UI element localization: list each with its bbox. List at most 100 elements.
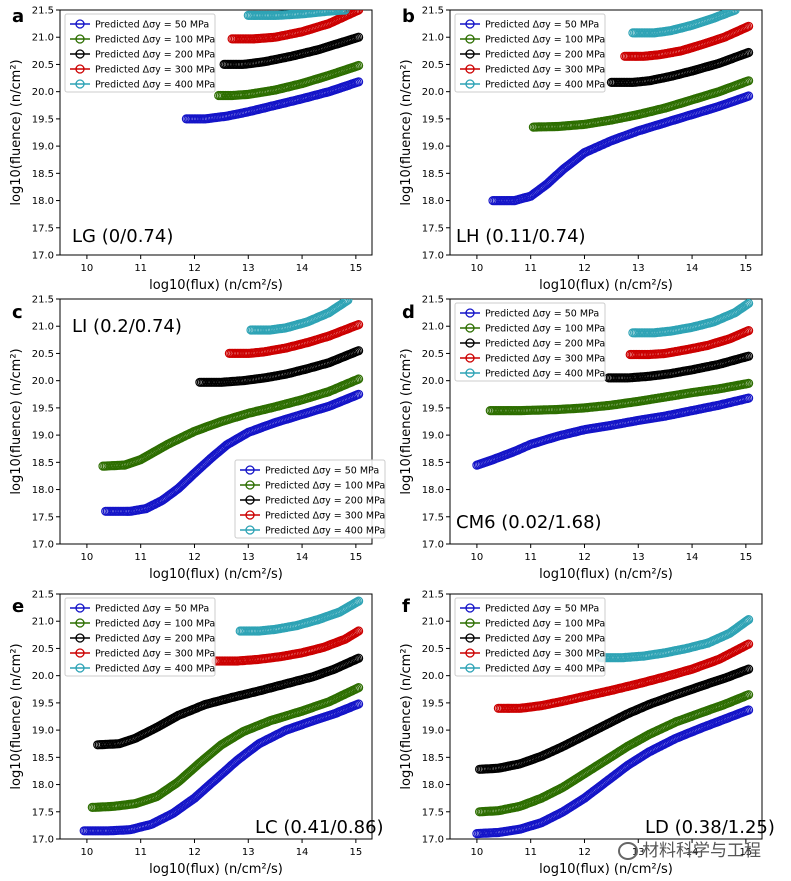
data-point [743, 393, 754, 403]
legend-marker [465, 19, 475, 29]
data-point [741, 300, 751, 310]
legend: Predicted Δσy = 50 MPa Predicted Δσy = 10… [64, 597, 216, 677]
x-tick-label: 13 [632, 552, 645, 563]
y-tick-label: 17.5 [32, 807, 54, 818]
series-2 [214, 60, 364, 101]
y-tick-label: 20.0 [422, 376, 444, 387]
series-4 [224, 320, 364, 358]
y-tick-label: 19.0 [32, 431, 54, 442]
data-point [725, 10, 736, 17]
panel-c: 10 11 12 13 14 15 17.0 17.5 18.0 18.5 19.0 19.5 20.0… [9, 295, 386, 582]
data-point [349, 10, 359, 17]
y-axis-label: log10(fluence) (n/cm²) [399, 59, 414, 205]
series-1 [488, 91, 754, 206]
y-tick-label: 21.0 [32, 617, 54, 628]
y-axis-label: log10(fluence) (n/cm²) [399, 643, 414, 789]
x-tick-label: 14 [296, 847, 309, 858]
plot-area [472, 614, 754, 839]
legend-marker [465, 648, 475, 658]
series-1 [472, 393, 754, 470]
y-tick-label: 17.0 [422, 251, 444, 262]
y-tick-label: 18.5 [32, 753, 54, 764]
y-tick-label: 19.0 [422, 431, 444, 442]
legend-box [454, 13, 606, 93]
y-tick-label: 18.5 [422, 753, 444, 764]
y-tick-label: 18.5 [32, 458, 54, 469]
data-point [351, 628, 361, 638]
y-tick-label: 20.0 [32, 671, 54, 682]
y-tick-label: 20.0 [422, 87, 444, 98]
y-tick-label: 17.0 [422, 540, 444, 551]
y-tick-label: 20.5 [422, 349, 444, 360]
legend-marker [75, 633, 85, 643]
legend-marker [245, 495, 255, 505]
legend-entry: Predicted Δσy = 300 MPa [485, 649, 605, 660]
series-3 [604, 351, 754, 383]
y-tick-label: 19.5 [422, 114, 444, 125]
legend-entry: Predicted Δσy = 100 MPa [485, 35, 605, 46]
data-point [730, 10, 740, 15]
series-5 [595, 614, 754, 663]
x-axis-label: log10(flux) (n/cm²/s) [149, 567, 283, 582]
x-tick-label: 14 [296, 552, 309, 563]
y-tick-label: 17.5 [422, 807, 444, 818]
legend-entry: Predicted Δσy = 300 MPa [95, 65, 215, 76]
plot-area [181, 10, 364, 124]
y-tick-label: 21.5 [32, 295, 54, 306]
legend-entry: Predicted Δσy = 400 MPa [485, 369, 605, 380]
y-tick-label: 19.0 [422, 142, 444, 153]
legend: Predicted Δσy = 50 MPa Predicted Δσy = 10… [454, 13, 606, 93]
y-axis-label: log10(fluence) (n/cm²) [9, 59, 24, 205]
x-tick-label: 12 [188, 263, 201, 274]
series-2 [98, 374, 364, 471]
legend-marker [75, 79, 85, 89]
legend-entry: Predicted Δσy = 50 MPa [95, 20, 209, 31]
y-tick-label: 20.0 [422, 671, 444, 682]
data-point [743, 47, 754, 58]
x-tick-label: 12 [188, 552, 201, 563]
x-tick-label: 11 [524, 847, 537, 858]
x-tick-label: 12 [578, 847, 591, 858]
data-point [743, 664, 754, 674]
y-tick-label: 21.0 [32, 322, 54, 333]
y-tick-label: 18.0 [422, 485, 444, 496]
series-2 [87, 682, 364, 813]
y-tick-label: 19.0 [32, 726, 54, 737]
wechat-icon [618, 842, 638, 860]
data-point [743, 91, 754, 101]
legend-entry: Predicted Δσy = 200 MPa [265, 496, 385, 507]
data-point [729, 10, 739, 16]
data-point [743, 614, 754, 625]
legend-entry: Predicted Δσy = 300 MPa [265, 511, 385, 522]
series-3 [606, 47, 754, 88]
series-3 [93, 653, 364, 750]
legend-marker [465, 603, 475, 613]
legend-entry: Predicted Δσy = 100 MPa [265, 481, 385, 492]
legend-marker [465, 34, 475, 44]
data-point [354, 77, 364, 87]
data-point [722, 10, 732, 18]
panel-f: 10 11 12 13 14 15 17.0 17.5 18.0 18.5 19.0 19.5 20.0… [399, 590, 775, 878]
data-point [352, 10, 362, 16]
x-axis-label: log10(flux) (n/cm²/s) [149, 278, 283, 293]
y-tick-label: 20.5 [32, 644, 54, 655]
legend-marker [465, 338, 475, 348]
legend: Predicted Δσy = 50 MPa Predicted Δσy = 10… [234, 459, 386, 539]
x-tick-label: 10 [81, 847, 94, 858]
data-point [354, 699, 364, 709]
x-tick-label: 11 [134, 263, 147, 274]
legend-entry: Predicted Δσy = 200 MPa [485, 339, 605, 350]
y-tick-label: 17.5 [32, 223, 54, 234]
panel-e: 10 11 12 13 14 15 17.0 17.5 18.0 18.5 19.0 19.5 20.0… [9, 590, 384, 878]
data-point [743, 378, 754, 388]
series-4 [211, 626, 364, 666]
x-tick-label: 15 [349, 552, 362, 563]
panel-letter: f [402, 596, 410, 617]
x-tick-label: 14 [686, 263, 699, 274]
series-5 [628, 10, 740, 38]
data-point [743, 76, 754, 86]
data-point [343, 299, 353, 305]
x-tick-label: 15 [739, 847, 752, 858]
legend-box [64, 597, 216, 677]
series-3 [219, 32, 364, 70]
